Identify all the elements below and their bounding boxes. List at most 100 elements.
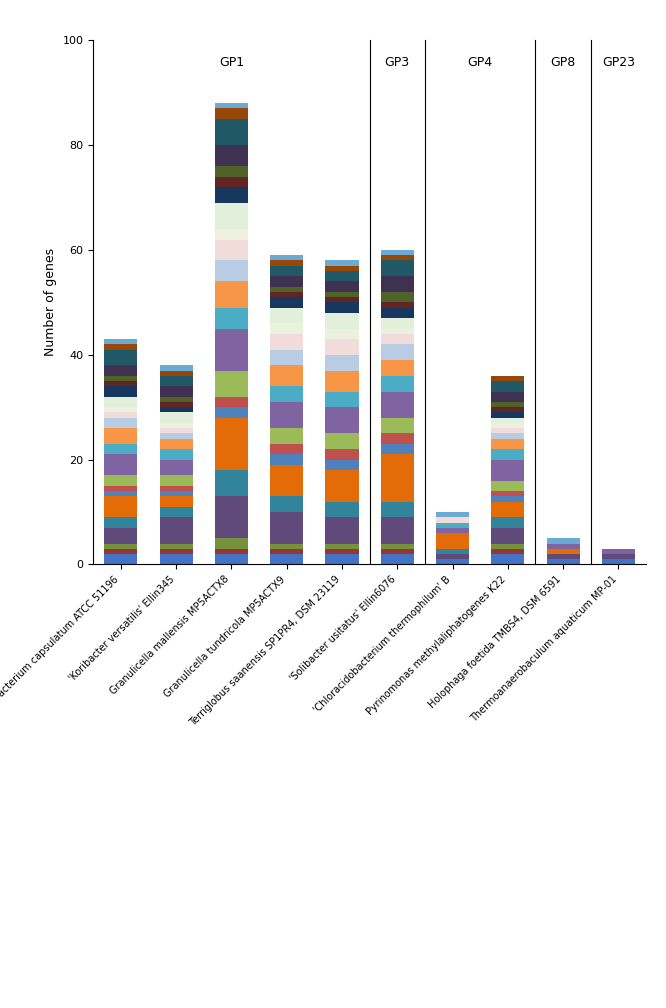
Bar: [326, 312, 358, 329]
Bar: [326, 339, 358, 355]
Bar: [215, 417, 248, 470]
Bar: [215, 145, 248, 166]
Bar: [215, 103, 248, 109]
Bar: [270, 455, 303, 465]
Bar: [215, 329, 248, 371]
Bar: [105, 455, 137, 476]
Bar: [492, 381, 524, 391]
Bar: [105, 397, 137, 407]
Bar: [215, 307, 248, 329]
Bar: [270, 297, 303, 307]
Bar: [492, 496, 524, 502]
Bar: [381, 433, 414, 444]
Bar: [381, 360, 414, 376]
Bar: [160, 507, 192, 517]
Bar: [105, 339, 137, 345]
Bar: [160, 402, 192, 407]
Bar: [436, 512, 469, 517]
Bar: [326, 292, 358, 297]
Bar: [326, 271, 358, 281]
Y-axis label: Number of genes: Number of genes: [44, 248, 57, 357]
Bar: [492, 417, 524, 423]
Bar: [381, 417, 414, 433]
Bar: [381, 319, 414, 329]
Bar: [105, 365, 137, 376]
Bar: [492, 412, 524, 417]
Bar: [105, 444, 137, 455]
Bar: [326, 329, 358, 339]
Bar: [492, 450, 524, 460]
Bar: [270, 307, 303, 324]
Bar: [270, 554, 303, 564]
Bar: [381, 329, 414, 334]
Bar: [381, 455, 414, 502]
Bar: [270, 255, 303, 260]
Bar: [105, 476, 137, 486]
Bar: [105, 345, 137, 350]
Bar: [160, 423, 192, 428]
Bar: [492, 433, 524, 438]
Bar: [215, 176, 248, 187]
Bar: [326, 297, 358, 302]
Bar: [215, 397, 248, 407]
Bar: [105, 417, 137, 428]
Bar: [160, 371, 192, 376]
Bar: [270, 286, 303, 292]
Bar: [215, 496, 248, 538]
Bar: [326, 260, 358, 266]
Bar: [215, 548, 248, 554]
Bar: [270, 365, 303, 386]
Bar: [492, 548, 524, 554]
Bar: [326, 266, 358, 271]
Bar: [105, 412, 137, 417]
Bar: [270, 386, 303, 402]
Bar: [326, 302, 358, 312]
Bar: [270, 334, 303, 350]
Bar: [547, 543, 579, 548]
Bar: [215, 229, 248, 240]
Bar: [492, 502, 524, 517]
Legend: EC:3.2.- Hydrolases Glycosylases, EC:3.2.1.- Hydrolases Glycosylases, EC:3.2.1.1: EC:3.2.- Hydrolases Glycosylases, EC:3.2…: [165, 600, 501, 929]
Bar: [381, 307, 414, 319]
Bar: [160, 486, 192, 491]
Bar: [381, 554, 414, 564]
Bar: [215, 109, 248, 119]
Bar: [492, 423, 524, 428]
Bar: [105, 486, 137, 491]
Bar: [160, 376, 192, 386]
Bar: [547, 538, 579, 543]
Bar: [436, 554, 469, 559]
Bar: [436, 559, 469, 564]
Bar: [105, 376, 137, 381]
Text: GP23: GP23: [602, 56, 635, 69]
Bar: [381, 260, 414, 276]
Bar: [547, 548, 579, 554]
Bar: [492, 554, 524, 564]
Bar: [105, 517, 137, 528]
Bar: [160, 496, 192, 507]
Bar: [160, 460, 192, 476]
Bar: [381, 276, 414, 292]
Bar: [105, 381, 137, 386]
Bar: [381, 345, 414, 360]
Bar: [436, 522, 469, 528]
Bar: [105, 554, 137, 564]
Bar: [105, 407, 137, 412]
Text: GP8: GP8: [551, 56, 575, 69]
Bar: [215, 371, 248, 397]
Bar: [381, 292, 414, 302]
Bar: [436, 548, 469, 554]
Bar: [270, 543, 303, 548]
Bar: [492, 517, 524, 528]
Bar: [326, 355, 358, 371]
Bar: [492, 543, 524, 548]
Bar: [215, 260, 248, 281]
Bar: [160, 476, 192, 486]
Bar: [602, 559, 635, 564]
Bar: [436, 533, 469, 548]
Text: GP1: GP1: [219, 56, 244, 69]
Bar: [215, 554, 248, 564]
Bar: [160, 433, 192, 438]
Bar: [215, 240, 248, 260]
Bar: [270, 548, 303, 554]
